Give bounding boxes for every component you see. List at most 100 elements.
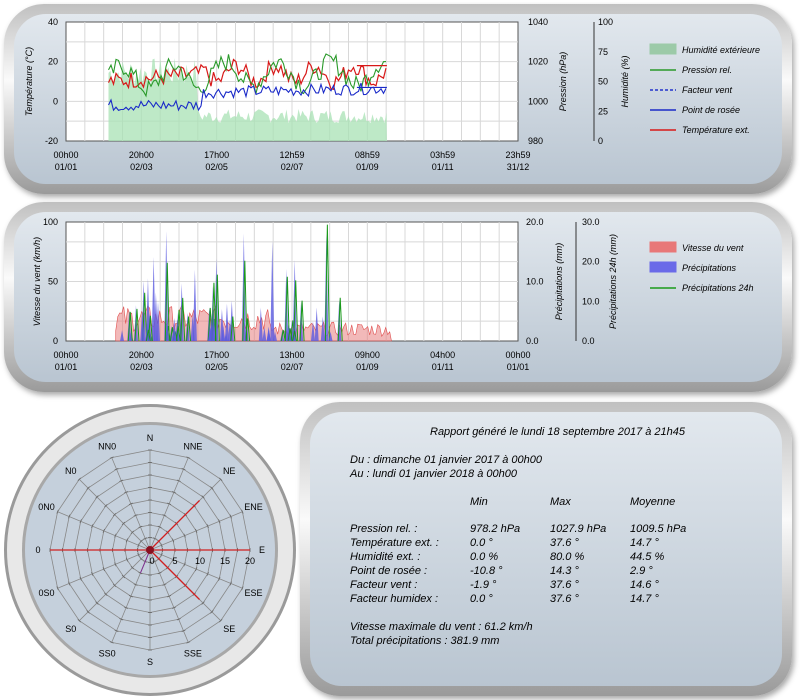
rose-tick <box>195 528 198 533</box>
rose-tick <box>157 571 162 575</box>
rain-bar <box>270 241 275 341</box>
y-right-tick-label: 1020 <box>528 57 548 67</box>
rose-tick <box>162 514 167 517</box>
pressure-line <box>108 53 387 98</box>
rose-radial-tick: 5 <box>172 556 177 566</box>
y-right-tick-label: 0 <box>598 136 603 146</box>
report-header-max: Max <box>550 496 571 508</box>
report-row-label: Pression rel. : <box>350 523 418 535</box>
rose-max-wind-line <box>149 549 200 600</box>
legend-swatch <box>649 261 677 273</box>
rain-bar <box>120 330 125 341</box>
report-row-value: 0.0 ° <box>470 593 493 605</box>
rose-direction-label: NE <box>223 466 236 476</box>
x-tick-label: 00h00 <box>505 350 530 360</box>
rose-tick <box>218 576 221 581</box>
rain24-line <box>180 297 186 342</box>
report-row-value: 14.7 ° <box>630 537 659 549</box>
rain24-line <box>164 262 170 342</box>
rose-tick <box>137 552 140 557</box>
y-left-tick-label: 100 <box>43 217 58 227</box>
x-tick-label: 31/12 <box>507 162 530 172</box>
rose-tick <box>186 456 191 459</box>
rose-tick <box>95 601 99 605</box>
rose-tick <box>124 606 129 609</box>
y-right-tick-label: 980 <box>528 136 543 146</box>
rose-tick <box>206 571 209 576</box>
rose-tick <box>139 557 143 561</box>
x-tick-label: 02/05 <box>205 162 228 172</box>
legend-label: Point de rosée <box>682 105 740 115</box>
report-row-value: 1027.9 hPa <box>550 523 607 535</box>
rain-bar <box>258 307 263 341</box>
rain24-line <box>280 329 286 342</box>
y-right-tick-label: 25 <box>598 106 608 116</box>
rose-tick <box>104 592 108 596</box>
rose-tick <box>157 525 162 529</box>
report-row-label: Facteur vent : <box>350 579 418 591</box>
report-row-value: 14.6 ° <box>630 579 659 591</box>
report-row-label: Humidité ext. : <box>350 551 421 563</box>
rose-tick <box>138 525 143 529</box>
rain24-line <box>145 329 151 342</box>
rose-tick <box>219 619 223 623</box>
y-left-tick-label: 20 <box>48 57 58 67</box>
y-right-tick-label: 75 <box>598 47 608 57</box>
x-tick-label: 03h59 <box>430 150 455 160</box>
y-left-tick-label: 50 <box>48 277 58 287</box>
rose-tick <box>121 521 126 526</box>
rose-tick <box>125 557 129 562</box>
rain-bar <box>262 327 267 341</box>
rose-tick <box>167 502 172 505</box>
y-right-tick-label: 0.0 <box>526 336 539 346</box>
rose-tick <box>56 586 59 591</box>
report-row-value: 37.6 ° <box>550 593 579 605</box>
rain-bar <box>266 326 271 341</box>
report-from: Du : dimanche 01 janvier 2017 à 00h00 <box>350 454 543 466</box>
rose-tick <box>137 543 140 548</box>
rose-direction-label: SSE <box>184 648 202 658</box>
rose-tick <box>79 519 82 524</box>
rose-direction-label: E <box>259 545 265 555</box>
report-row-label: Température ext. : <box>350 537 439 549</box>
rain24-line <box>292 330 298 342</box>
report-to: Au : lundi 01 janvier 2018 à 00h00 <box>350 468 517 480</box>
y-right-tick-label: 50 <box>598 77 608 87</box>
y-right-tick-label: 1040 <box>528 17 548 27</box>
wind-rain-chart: 100 50 0 20.0 10.0 0.0 30.0 20.0 10.0 0.0 00h00 01/… <box>32 217 754 372</box>
y-left-tick-label: 0 <box>53 96 58 106</box>
rose-direction-label: S0 <box>65 624 76 634</box>
rain24-line <box>287 328 293 342</box>
report-row-label: Point de rosée : <box>350 565 428 577</box>
rain-bar <box>172 317 177 341</box>
rose-tick <box>130 530 135 535</box>
rose-tick <box>114 533 117 538</box>
rain-bar <box>229 300 234 341</box>
rose-tick <box>229 581 232 586</box>
rose-tick <box>181 629 186 632</box>
humidity-area <box>108 58 387 141</box>
rose-tick <box>162 583 167 586</box>
report-panel <box>300 402 792 696</box>
rain-bar <box>272 331 277 341</box>
legend-label: Humidité extérieure <box>682 45 760 55</box>
rose-tick <box>86 610 90 614</box>
rose-tick <box>229 514 232 519</box>
legend-label: Vitesse du vent <box>682 243 744 253</box>
y-left-tick-label: 0 <box>53 336 58 346</box>
report-row-value: 80.0 % <box>550 551 585 563</box>
rose-tick <box>167 595 172 598</box>
rose-tick <box>77 619 81 623</box>
rose-tick <box>133 583 138 586</box>
rain-bar <box>221 325 226 341</box>
rose-tick <box>102 528 105 533</box>
x-tick-label: 00h00 <box>53 150 78 160</box>
legend-label: Précipitations 24h <box>682 283 754 293</box>
rose-direction-label: NNE <box>183 442 202 452</box>
legend-swatch <box>649 241 677 253</box>
y-left-label: Température (°C) <box>24 47 34 116</box>
rose-direction-label: SS0 <box>99 648 116 658</box>
rose-tick <box>77 477 81 481</box>
y-left-tick-label: -20 <box>45 136 58 146</box>
temperature-line <box>107 58 387 90</box>
